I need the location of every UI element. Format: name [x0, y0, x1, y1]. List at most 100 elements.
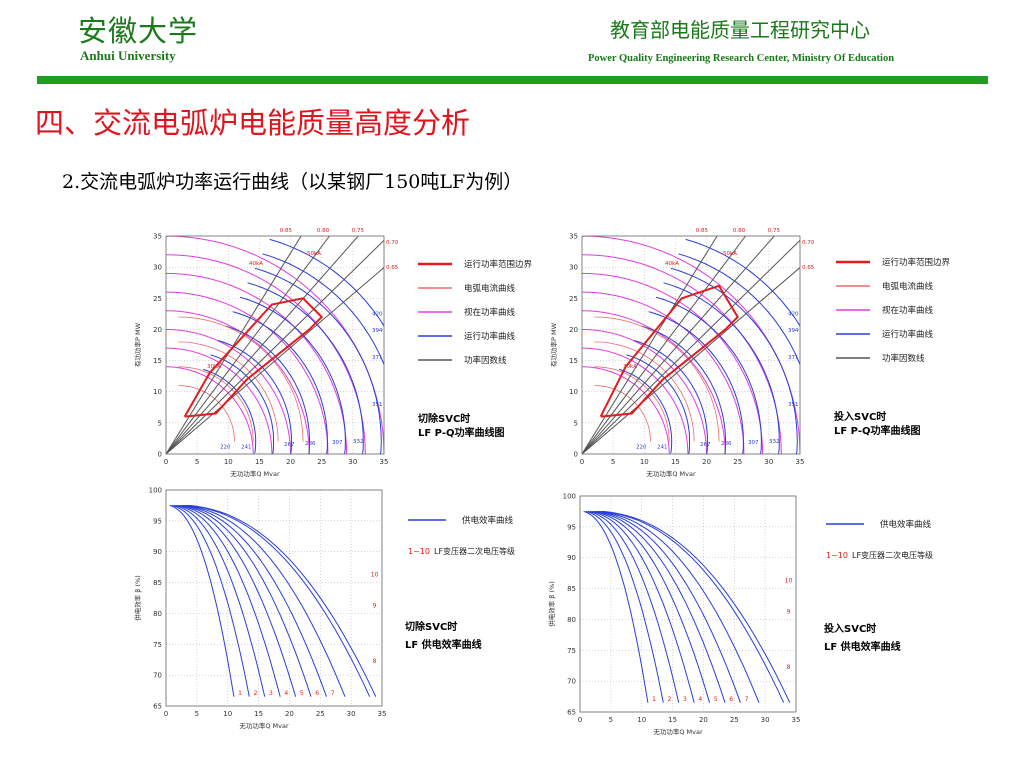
- x-tick-label: 20: [286, 458, 295, 466]
- y-tick-label: 15: [569, 357, 578, 365]
- operating-power-curve: [685, 238, 800, 327]
- chart-caption-line1: 切除SVC时: [405, 620, 457, 633]
- y-tick-label: 30: [153, 264, 162, 272]
- x-tick-label: 35: [796, 458, 805, 466]
- efficiency-curve: [186, 504, 371, 697]
- apparent-power-curve: [166, 347, 273, 454]
- efficiency-curve: [598, 510, 760, 703]
- arc-current-label: 30kA: [207, 364, 221, 370]
- operating-power-curve: [648, 311, 744, 454]
- apparent-power-curve: [582, 366, 670, 454]
- y-tick-label: 25: [569, 295, 578, 303]
- efficiency-curve: [587, 510, 680, 703]
- power-factor-line: [166, 236, 359, 454]
- operating-power-curve: [225, 325, 311, 454]
- efficiency-curve: [176, 504, 281, 697]
- legend-label: 运行功率范围边界: [464, 259, 533, 270]
- voltage-level-label: 8: [787, 664, 791, 671]
- y-tick-label: 80: [567, 616, 576, 624]
- y-tick-label: 10: [153, 388, 162, 396]
- apparent-power-curve: [166, 328, 292, 454]
- voltage-level-label: 3: [269, 690, 273, 697]
- voltage-level-label: 1: [238, 690, 242, 697]
- y-tick-label: 20: [569, 326, 578, 334]
- y-tick-label: 5: [158, 419, 162, 427]
- power-factor-line: [582, 236, 746, 454]
- voltage-level-label: 5: [300, 690, 304, 697]
- power-factor-label: 0.85: [280, 228, 293, 234]
- arc-current-label: 50kA: [307, 251, 321, 257]
- power-factor-line: [166, 236, 302, 454]
- chart-frame: [165, 235, 385, 455]
- operating-curve-label: 286: [305, 441, 316, 447]
- y-tick-label: 75: [153, 641, 162, 649]
- legend-label: 电弧电流曲线: [464, 283, 516, 294]
- operating-curve-label: 267: [284, 442, 295, 448]
- operating-curve-label: 332: [769, 439, 780, 445]
- y-tick-label: 90: [567, 554, 576, 562]
- operating-power-curve: [618, 368, 673, 454]
- efficiency-curve: [180, 504, 312, 697]
- legend-label: 电弧电流曲线: [882, 281, 934, 292]
- x-tick-label: 5: [195, 710, 199, 718]
- arc-current-curve: [178, 366, 254, 442]
- y-tick-label: 35: [569, 233, 578, 241]
- x-tick-label: 20: [699, 716, 708, 724]
- operating-curve-label: 332: [353, 439, 364, 445]
- legend-label: LF变压器二次电压等级: [434, 546, 515, 556]
- voltage-level-label: 2: [254, 690, 258, 697]
- operating-power-curve: [655, 296, 762, 454]
- chart-frame: [165, 489, 383, 707]
- operating-power-curve: [678, 253, 800, 366]
- chart-frame: [579, 495, 797, 713]
- operating-power-curve: [626, 354, 691, 454]
- chart-caption-line2: LF P-Q功率曲线图: [834, 424, 921, 437]
- y-tick-label: 85: [153, 579, 162, 587]
- university-name-cn: 安徽大学: [78, 14, 199, 48]
- y-tick-label: 85: [567, 585, 576, 593]
- arc-current-label: 40kA: [249, 261, 263, 267]
- y-tick-label: 95: [153, 517, 162, 525]
- slide-subtitle: 2.交流电弧炉功率运行曲线（以某钢厂150吨LF为例）: [62, 171, 523, 193]
- apparent-power-curve: [582, 310, 726, 454]
- x-tick-label: 25: [317, 458, 326, 466]
- operating-range-boundary: [599, 284, 739, 418]
- power-factor-label: 0.80: [317, 228, 330, 234]
- legend-level-range: 1~10: [408, 547, 430, 556]
- legend-label: 供电效率曲线: [462, 515, 514, 526]
- apparent-power-curve: [582, 236, 800, 454]
- apparent-power-curve: [166, 366, 254, 454]
- chart-caption-line2: LF 供电效率曲线: [824, 640, 901, 653]
- y-axis-label: 有功功率P MW: [133, 322, 142, 367]
- voltage-level-label: 6: [315, 690, 319, 697]
- x-tick-label: 5: [611, 458, 615, 466]
- y-axis-label: 供电效率 β (%): [133, 575, 142, 621]
- x-tick-label: 25: [316, 710, 325, 718]
- operating-power-curve: [262, 253, 384, 366]
- x-tick-label: 10: [223, 710, 232, 718]
- x-tick-label: 15: [254, 710, 263, 718]
- apparent-power-curve: [166, 310, 310, 454]
- research-center-en: Power Quality Engineering Research Cente…: [588, 53, 895, 64]
- chart-frame: [581, 235, 801, 455]
- x-axis-label: 无功功率Q Mvar: [646, 469, 696, 478]
- power-factor-line: [582, 236, 718, 454]
- chart-caption-line1: 切除SVC时: [418, 412, 470, 425]
- operating-curve-label: 220: [636, 445, 647, 451]
- efficiency-curve: [603, 510, 791, 703]
- operating-curve-label: 286: [721, 441, 732, 447]
- university-name-en: Anhui University: [80, 48, 176, 63]
- efficiency-curve: [169, 504, 235, 697]
- x-tick-label: 0: [578, 716, 582, 724]
- chart-caption-line1: 投入SVC时: [834, 410, 886, 423]
- x-tick-label: 30: [347, 710, 356, 718]
- operating-curve-label: 394: [788, 328, 799, 334]
- y-tick-label: 10: [569, 388, 578, 396]
- legend-label: 功率因数线: [464, 355, 507, 366]
- arc-current-curve: [594, 341, 695, 442]
- voltage-level-label: 2: [668, 696, 672, 703]
- operating-curve-label: 241: [241, 445, 252, 451]
- efficiency-curve: [171, 504, 250, 697]
- y-tick-label: 80: [153, 610, 162, 618]
